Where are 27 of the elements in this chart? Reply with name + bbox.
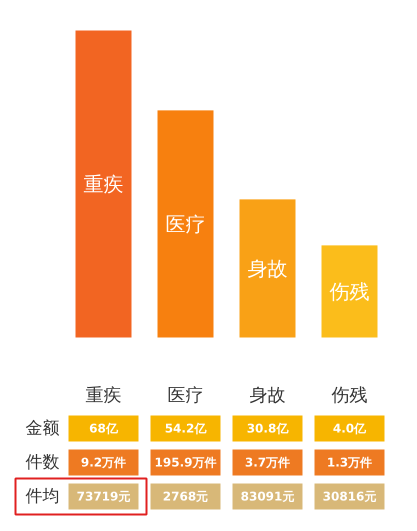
text: 1.3万件 [326, 456, 372, 470]
text: 83091元 [240, 490, 294, 504]
x-tick-label: 医疗 [168, 385, 204, 406]
category-label: 医疗 [166, 212, 206, 236]
text: 4.0亿 [332, 422, 368, 436]
category-label: 身故 [248, 256, 288, 280]
text: 3.7万件 [244, 456, 290, 470]
text: 30816元 [322, 490, 376, 504]
text: 73719元 [76, 490, 130, 504]
x-tick-label: 重疾 [86, 385, 122, 406]
bar [158, 110, 214, 338]
bar [322, 245, 378, 338]
text: 金额 [26, 418, 60, 438]
bar [76, 30, 132, 338]
bar [240, 199, 296, 338]
text: 68亿 [89, 422, 119, 436]
x-tick-label: 身故 [250, 385, 286, 406]
text: 195.9万件 [154, 456, 216, 470]
text: 30.8亿 [246, 422, 290, 436]
text: 件数 [26, 452, 60, 472]
category-label: 重疾 [84, 172, 124, 196]
text: 54.2亿 [164, 422, 208, 436]
text: 9.2万件 [80, 456, 126, 470]
text: 件均 [26, 486, 60, 506]
x-tick-label: 伤残 [332, 385, 368, 406]
category-label: 伤残 [330, 279, 370, 304]
text: 2768元 [162, 490, 208, 504]
